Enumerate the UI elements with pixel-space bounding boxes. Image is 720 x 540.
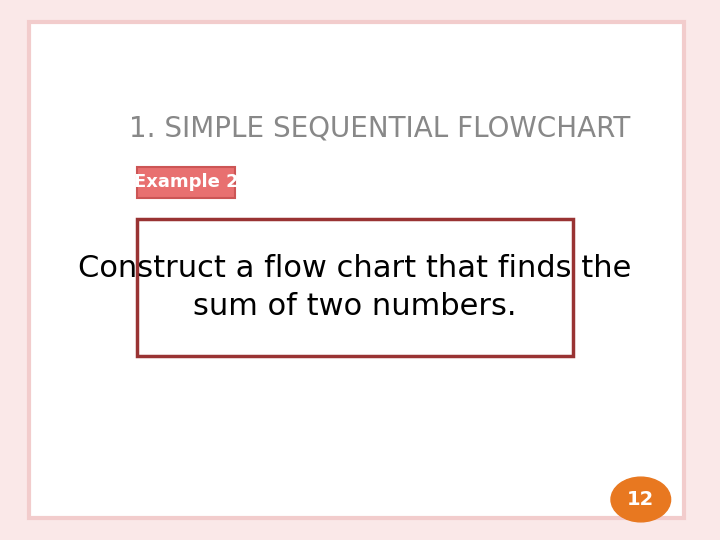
FancyBboxPatch shape: [138, 219, 572, 356]
Text: Example 2: Example 2: [134, 173, 238, 191]
FancyBboxPatch shape: [138, 167, 235, 198]
Text: 1. SIMPLE SEQUENTIAL FLOWCHART: 1. SIMPLE SEQUENTIAL FLOWCHART: [129, 114, 630, 143]
Circle shape: [611, 477, 670, 522]
Text: 12: 12: [627, 490, 654, 509]
FancyBboxPatch shape: [29, 22, 684, 518]
Text: Construct a flow chart that finds the
sum of two numbers.: Construct a flow chart that finds the su…: [78, 254, 631, 321]
